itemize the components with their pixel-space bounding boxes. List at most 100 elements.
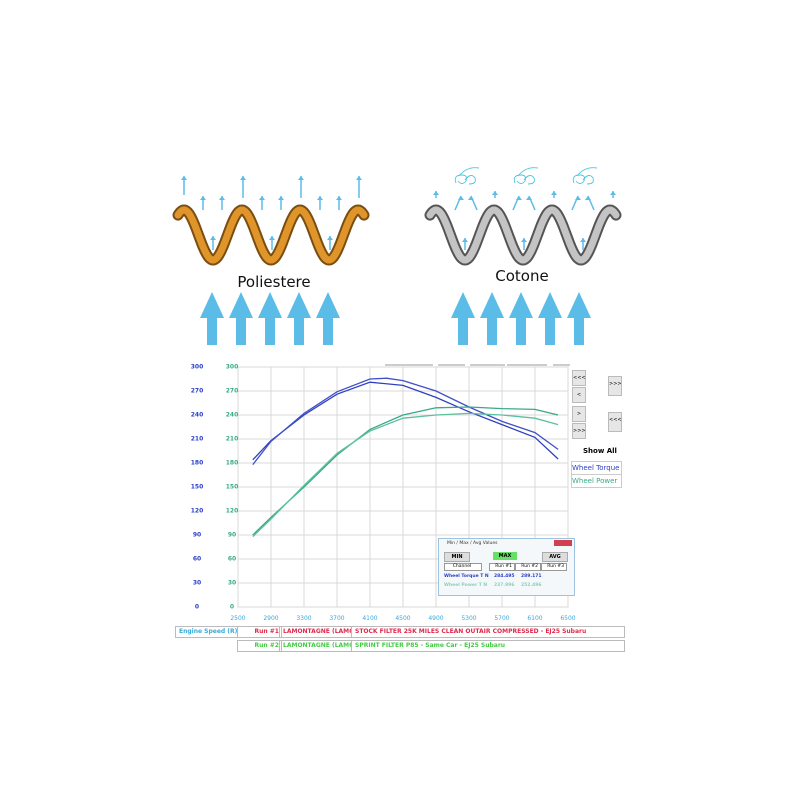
small-arrow-head-icon (526, 196, 532, 200)
scroll-last-button[interactable]: >>> (572, 423, 586, 439)
channel-wheel-power[interactable]: Wheel Power (571, 474, 622, 488)
y-tick-label-power: 0 (229, 603, 235, 611)
legend-run1-name: LAMONTAGNE (LAMC (279, 626, 352, 638)
small-arrow-head-icon (240, 176, 246, 180)
y-tick-label-power: 90 (227, 531, 237, 539)
avg-button[interactable]: AVG (542, 552, 568, 562)
small-arrow-head-icon (200, 196, 206, 200)
scroll-prev-button[interactable]: < (572, 387, 586, 403)
airflow-arrow-icon (451, 292, 475, 345)
y-tick-label-power: 30 (227, 579, 237, 587)
scroll-first-button[interactable]: <<< (572, 370, 586, 386)
y-tick-label-torque: 270 (190, 387, 204, 395)
airflow-arrow-icon (538, 292, 562, 345)
legend-run1-desc: STOCK FILTER 25K MILES CLEAN OUTAIR COMP… (351, 626, 625, 638)
small-arrow-head-icon (585, 196, 591, 200)
small-arrow-head-icon (610, 191, 616, 195)
max-button[interactable]: MAX (493, 552, 517, 560)
small-arrow-head-icon (580, 238, 586, 242)
small-arrow-head-icon (278, 196, 284, 200)
y-tick-label-torque: 90 (192, 531, 202, 539)
y-tick-label-torque: 150 (190, 483, 204, 491)
legend-run1-label: Run #1 (237, 626, 282, 638)
page-right-button[interactable]: >>> (608, 376, 622, 396)
small-arrow-head-icon (492, 191, 498, 195)
small-arrow-head-icon (298, 176, 304, 180)
small-arrow-head-icon (181, 176, 187, 180)
airflow-arrow-icon (287, 292, 311, 345)
page-left-button[interactable]: <<< (608, 412, 622, 432)
x-tick-label: 4100 (362, 615, 378, 622)
x-tick-label: 2900 (263, 615, 279, 622)
row-torque-run1: 284.495 (494, 574, 515, 579)
y-tick-label-power: 270 (225, 387, 239, 395)
x-tick-label: 5700 (494, 615, 510, 622)
small-arrow-head-icon (259, 196, 265, 200)
small-arrow-head-icon (317, 196, 323, 200)
y-tick-label-power: 150 (225, 483, 239, 491)
legend-run2-desc: SPRINT FILTER P85 - Same Car - EJ25 Suba… (351, 640, 625, 652)
small-arrow-head-icon (269, 236, 275, 240)
min-max-avg-dialog: Min / Max / Avg Values MIN MAX AVG Chann… (438, 538, 575, 596)
legend-channel: Engine Speed (R) (175, 626, 238, 638)
airflow-arrow-icon (567, 292, 591, 345)
small-arrow-head-icon (433, 191, 439, 195)
header-run3: Run #3 (541, 563, 567, 571)
x-tick-label: 3700 (329, 615, 345, 622)
small-arrow-head-icon (336, 196, 342, 200)
small-arrow-head-icon (551, 191, 557, 195)
y-tick-label-torque: 300 (190, 363, 204, 371)
y-tick-label-torque: 120 (190, 507, 204, 515)
legend-run2-name: LAMONTAGNE (LAMC (279, 640, 352, 652)
y-tick-label-torque: 210 (190, 435, 204, 443)
dialog-title: Min / Max / Avg Values (447, 541, 498, 546)
small-arrow-head-icon (210, 236, 216, 240)
x-tick-label: 5300 (461, 615, 477, 622)
y-tick-label-torque: 180 (190, 459, 204, 467)
y-tick-label-power: 120 (225, 507, 239, 515)
y-tick-label-power: 210 (225, 435, 239, 443)
airflow-arrow-icon (200, 292, 224, 345)
y-tick-label-torque: 30 (192, 579, 202, 587)
y-tick-label-torque: 0 (194, 603, 200, 611)
y-tick-label-torque: 240 (190, 411, 204, 419)
legend-run2-label: Run #2 (237, 640, 282, 652)
channel-wheel-torque[interactable]: Wheel Torque (571, 461, 622, 475)
series-line-wheel-power-2 (252, 412, 559, 538)
scroll-next-button[interactable]: > (572, 406, 586, 422)
series-line-wheel-torque-2 (252, 377, 559, 466)
row-torque-channel: Wheel Torque T N (444, 574, 489, 579)
row-power-run2: 252.496 (521, 583, 542, 588)
airflow-arrow-icon (509, 292, 533, 345)
poliestere-label: Poliestere (237, 273, 311, 291)
dyno-chart-window: 300 270 240 210 180 150 120 90 60 30 0 300 270 240 21… (175, 362, 625, 652)
airflow-arrow-icon (229, 292, 253, 345)
row-torque-run2: 289.171 (521, 574, 542, 579)
row-power-run1: 237.996 (494, 583, 515, 588)
polyester-filter-wave (174, 206, 368, 264)
x-tick-label: 6500 (560, 615, 576, 622)
small-arrow-head-icon (462, 238, 468, 242)
small-arrow-head-icon (356, 176, 362, 180)
header-channel: Channel (444, 563, 482, 571)
y-tick-label-power: 300 (225, 363, 239, 371)
x-tick-label: 4500 (395, 615, 411, 622)
row-power-channel: Wheel Power T N (444, 583, 488, 588)
y-tick-label-power: 240 (225, 411, 239, 419)
airflow-arrow-icon (316, 292, 340, 345)
y-tick-label-power: 60 (227, 555, 237, 563)
min-button[interactable]: MIN (444, 552, 470, 562)
small-arrow-head-icon (516, 196, 522, 200)
dialog-close-button[interactable] (554, 540, 572, 546)
x-tick-label: 2500 (230, 615, 246, 622)
show-all-button[interactable]: Show All (583, 447, 617, 455)
header-run1: Run #1 (489, 563, 515, 571)
cotone-label: Cotone (495, 267, 549, 285)
small-arrow-head-icon (219, 196, 225, 200)
x-tick-label: 6100 (527, 615, 543, 622)
y-tick-label-power: 180 (225, 459, 239, 467)
airflow-arrow-icon (480, 292, 504, 345)
small-arrow-head-icon (575, 196, 581, 200)
small-arrow-head-icon (468, 196, 474, 200)
